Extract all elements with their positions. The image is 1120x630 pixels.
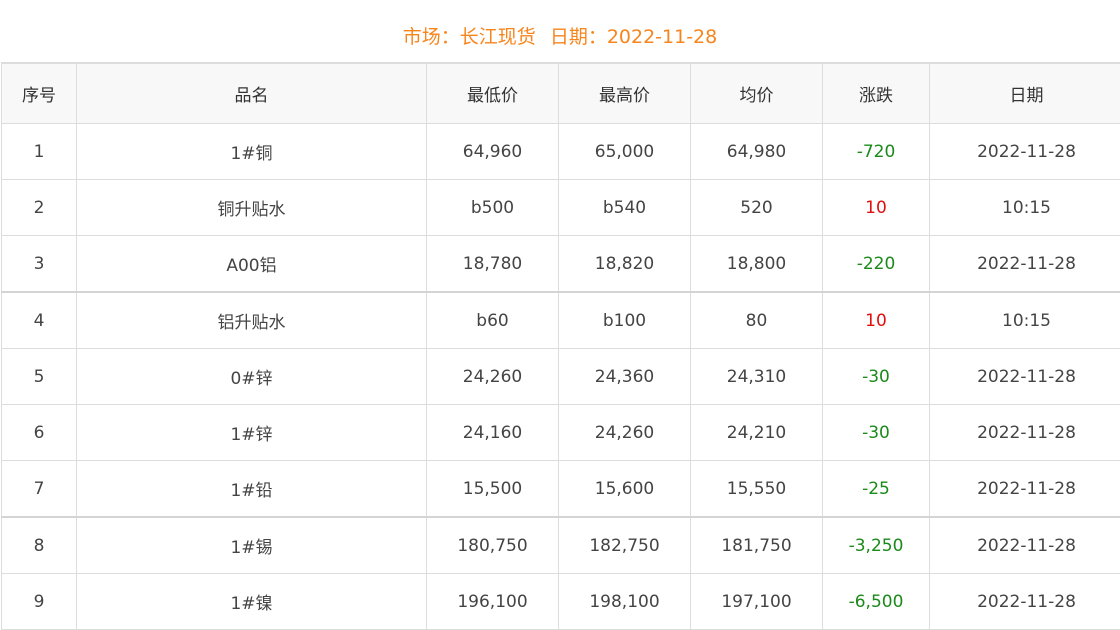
market-title: 市场：长江现货 日期：2022-11-28: [0, 0, 1120, 62]
table-cell: -30: [823, 349, 930, 405]
table-cell: 2022-11-28: [930, 349, 1120, 405]
table-cell: 197,100: [691, 574, 823, 630]
table-cell: 180,750: [427, 517, 559, 574]
table-cell: 18,780: [427, 236, 559, 293]
table-cell: 520: [691, 180, 823, 236]
table-cell: -25: [823, 461, 930, 518]
market-label: 市场：长江现货: [403, 26, 536, 48]
column-header: 日期: [930, 63, 1120, 124]
table-cell: 24,260: [559, 405, 691, 461]
table-cell: 9: [2, 574, 77, 630]
table-cell: 18,820: [559, 236, 691, 293]
table-cell: 10: [823, 292, 930, 349]
table-cell: 10:15: [930, 180, 1120, 236]
table-cell: 198,100: [559, 574, 691, 630]
table-cell: 65,000: [559, 124, 691, 180]
column-header: 品名: [77, 63, 427, 124]
table-cell: 6: [2, 405, 77, 461]
column-header: 涨跌: [823, 63, 930, 124]
table-cell: 7: [2, 461, 77, 518]
table-cell: 182,750: [559, 517, 691, 574]
table-cell: 10:15: [930, 292, 1120, 349]
table-cell: 2022-11-28: [930, 124, 1120, 180]
table-cell: b540: [559, 180, 691, 236]
table-cell: 1#锡: [77, 517, 427, 574]
table-cell: 181,750: [691, 517, 823, 574]
table-cell: 24,310: [691, 349, 823, 405]
column-header: 最高价: [559, 63, 691, 124]
table-cell: 8: [2, 517, 77, 574]
table-cell: 0#锌: [77, 349, 427, 405]
table-cell: 15,600: [559, 461, 691, 518]
table-cell: 4: [2, 292, 77, 349]
table-cell: 3: [2, 236, 77, 293]
table-cell: 2022-11-28: [930, 517, 1120, 574]
table-cell: 2022-11-28: [930, 461, 1120, 518]
table-cell: b60: [427, 292, 559, 349]
table-cell: -720: [823, 124, 930, 180]
table-cell: 24,360: [559, 349, 691, 405]
table-cell: 196,100: [427, 574, 559, 630]
table-cell: -30: [823, 405, 930, 461]
column-header: 最低价: [427, 63, 559, 124]
table-cell: 24,160: [427, 405, 559, 461]
table-cell: b500: [427, 180, 559, 236]
table-cell: b100: [559, 292, 691, 349]
table-cell: 80: [691, 292, 823, 349]
table-cell: 1#镍: [77, 574, 427, 630]
table-cell: 5: [2, 349, 77, 405]
table-cell: 64,980: [691, 124, 823, 180]
column-header: 序号: [2, 63, 77, 124]
table-cell: 2: [2, 180, 77, 236]
table-cell: 10: [823, 180, 930, 236]
table-header: 序号品名最低价最高价均价涨跌日期: [2, 63, 1120, 124]
table-cell: 18,800: [691, 236, 823, 293]
table-cell: 1#铅: [77, 461, 427, 518]
table-cell: -220: [823, 236, 930, 293]
table-cell: A00铝: [77, 236, 427, 293]
table-cell: 2022-11-28: [930, 574, 1120, 630]
table-cell: 1: [2, 124, 77, 180]
table-cell: 24,210: [691, 405, 823, 461]
date-label: 日期：2022-11-28: [550, 26, 717, 48]
table-cell: 1#锌: [77, 405, 427, 461]
table-cell: -3,250: [823, 517, 930, 574]
table-cell: 24,260: [427, 349, 559, 405]
table-cell: 15,500: [427, 461, 559, 518]
table-cell: 64,960: [427, 124, 559, 180]
table-cell: 2022-11-28: [930, 405, 1120, 461]
column-header: 均价: [691, 63, 823, 124]
table-cell: 1#铜: [77, 124, 427, 180]
table-cell: 铝升贴水: [77, 292, 427, 349]
table-cell: 15,550: [691, 461, 823, 518]
table-cell: 2022-11-28: [930, 236, 1120, 293]
table-cell: -6,500: [823, 574, 930, 630]
table-cell: 铜升贴水: [77, 180, 427, 236]
